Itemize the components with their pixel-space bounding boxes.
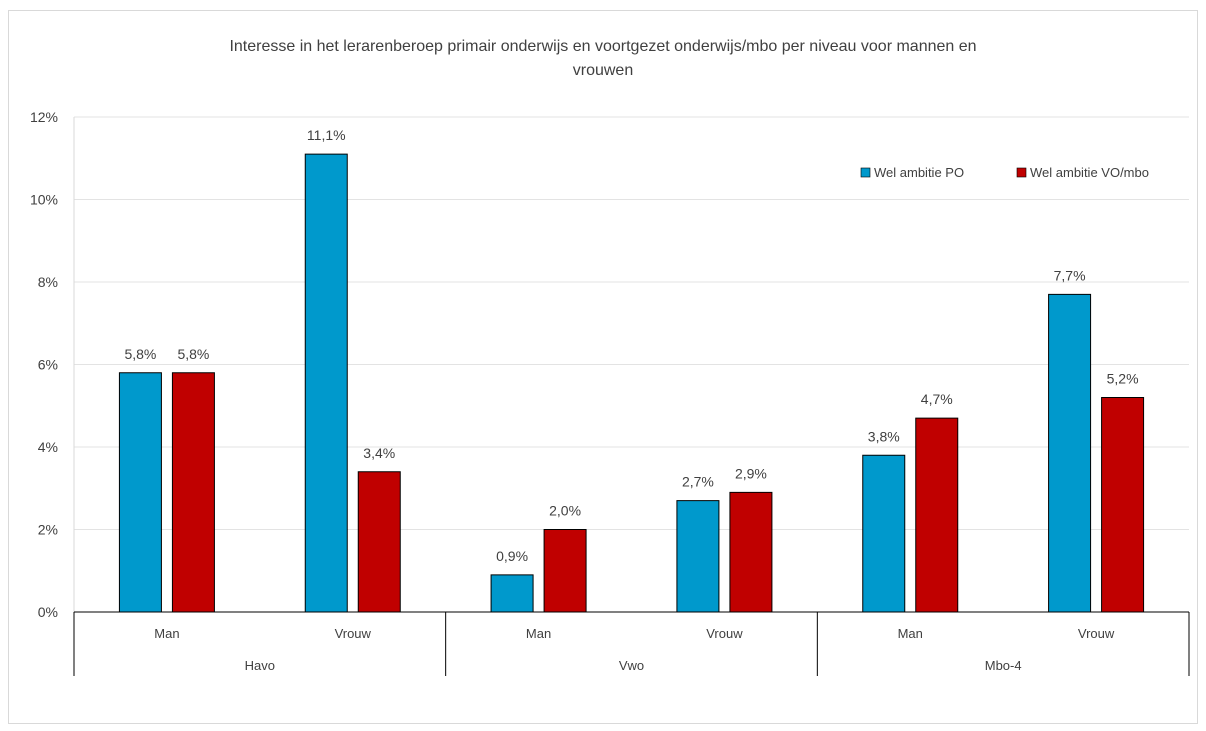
legend-swatch bbox=[1016, 167, 1027, 178]
bar bbox=[543, 529, 587, 613]
bar bbox=[862, 454, 906, 613]
x-category-label: Vrouw bbox=[706, 626, 743, 641]
data-label: 7,7% bbox=[1054, 267, 1086, 283]
x-group-label: Vwo bbox=[619, 658, 644, 673]
data-label: 2,7% bbox=[682, 474, 714, 490]
bar bbox=[676, 500, 720, 613]
x-group-label: Mbo-4 bbox=[985, 658, 1022, 673]
data-label: 5,8% bbox=[124, 346, 156, 362]
bar-chart: Interesse in het lerarenberoep primair o… bbox=[30, 38, 1190, 676]
data-label: 2,9% bbox=[735, 465, 767, 481]
bar bbox=[304, 153, 348, 613]
data-label: 4,7% bbox=[921, 391, 953, 407]
data-label: 5,2% bbox=[1107, 371, 1139, 387]
bar bbox=[915, 417, 959, 613]
y-tick-label: 0% bbox=[38, 604, 58, 620]
y-tick-label: 8% bbox=[38, 274, 58, 290]
x-category-label: Man bbox=[898, 626, 923, 641]
data-label: 2,0% bbox=[549, 503, 581, 519]
bar bbox=[118, 372, 162, 613]
x-group-label: Havo bbox=[245, 658, 275, 673]
chart-frame: Interesse in het lerarenberoep primair o… bbox=[8, 10, 1198, 724]
data-label: 0,9% bbox=[496, 548, 528, 564]
legend-label: Wel ambitie PO bbox=[874, 165, 964, 180]
y-tick-label: 12% bbox=[30, 109, 58, 125]
x-category-label: Vrouw bbox=[335, 626, 372, 641]
legend-label: Wel ambitie VO/mbo bbox=[1030, 165, 1149, 180]
y-tick-label: 10% bbox=[30, 192, 58, 208]
bar bbox=[490, 574, 534, 613]
x-category-label: Man bbox=[526, 626, 551, 641]
data-label: 3,4% bbox=[363, 445, 395, 461]
bar bbox=[729, 491, 773, 613]
y-tick-label: 6% bbox=[38, 357, 58, 373]
bar bbox=[1048, 293, 1092, 613]
data-label: 11,1% bbox=[307, 127, 346, 143]
x-category-label: Vrouw bbox=[1078, 626, 1115, 641]
y-tick-label: 2% bbox=[38, 522, 58, 538]
bar bbox=[171, 372, 215, 613]
bar bbox=[1101, 397, 1145, 613]
bar bbox=[357, 471, 401, 613]
chart-title-line: vrouwen bbox=[573, 62, 633, 79]
chart-title-line: Interesse in het lerarenberoep primair o… bbox=[229, 38, 976, 55]
data-label: 3,8% bbox=[868, 428, 900, 444]
x-category-label: Man bbox=[154, 626, 179, 641]
y-tick-label: 4% bbox=[38, 439, 58, 455]
data-label: 5,8% bbox=[177, 346, 209, 362]
legend-swatch bbox=[860, 167, 871, 178]
